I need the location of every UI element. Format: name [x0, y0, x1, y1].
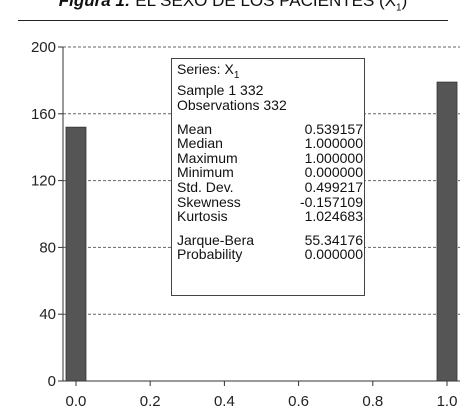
series-subscript: 1 — [233, 69, 240, 81]
stat-row: Kurtosis 1.024683 — [177, 209, 363, 224]
stat-value: 55.34176 — [304, 231, 363, 248]
stat-label: Skewness — [177, 193, 241, 210]
series-line: Series: X1 — [177, 62, 364, 83]
histogram-bar — [65, 126, 87, 382]
title-subscript: 1 — [396, 2, 402, 14]
stat-value: 1.000000 — [304, 149, 363, 166]
stat-value: 1.024683 — [304, 208, 363, 225]
stat-row: Jarque-Bera 55.34176 — [177, 233, 363, 248]
stat-label: Std. Dev. — [177, 178, 234, 195]
y-tick-label: 0 — [48, 373, 56, 390]
title-rule — [18, 20, 448, 21]
y-tick-label: 120 — [31, 173, 56, 190]
stat-label: Minimum — [177, 164, 234, 181]
x-tick-label: 0.6 — [288, 393, 309, 410]
y-tick-label: 80 — [39, 239, 56, 256]
x-tick-label: 1.0 — [437, 393, 458, 410]
stat-label: Maximum — [177, 149, 238, 166]
stats-group-tests: Jarque-Bera 55.34176 Probability 0.000000 — [177, 233, 364, 262]
y-tick-label: 160 — [31, 106, 56, 123]
stat-value: 0.000000 — [304, 246, 363, 263]
stat-label: Kurtosis — [177, 208, 228, 225]
x-tick-label: 0.0 — [66, 393, 87, 410]
observations-line: Observations 332 — [177, 96, 287, 113]
stat-label: Mean — [177, 120, 213, 137]
stat-label: Median — [177, 135, 223, 152]
histogram-bar — [436, 81, 458, 382]
figure-label: Figura 1: — [58, 0, 131, 10]
stat-row: Mean 0.539157 — [177, 120, 363, 137]
chart-title-container: Figura 1: EL SEXO DE LOS PACIENTES (X1) — [0, 0, 466, 16]
x-tick-label: 0.8 — [362, 393, 383, 410]
stat-label: Jarque-Bera — [177, 231, 255, 248]
statistics-box: Series: X1 Sample 1 332 Observations 332… — [171, 58, 365, 296]
title-text: EL SEXO DE LOS PACIENTES (X — [130, 0, 397, 10]
y-tick-label: 200 — [31, 39, 56, 56]
stat-row: Median 1.000000 — [177, 136, 363, 151]
stat-row: Maximum 1.000000 — [177, 151, 363, 166]
stat-value: 0.539157 — [304, 120, 363, 137]
series-label: Series: X — [177, 61, 234, 77]
stat-row: Skewness -0.157109 — [177, 193, 363, 210]
stat-value: 0.499217 — [304, 178, 363, 195]
stat-value: -0.157109 — [299, 193, 363, 210]
stat-row: Probability 0.000000 — [177, 247, 363, 262]
stat-value: 1.000000 — [304, 135, 363, 152]
stats-group-descriptive: Mean 0.539157 Median 1.000000 Maximum 1.00000… — [177, 120, 364, 224]
x-tick-label: 0.2 — [140, 393, 161, 410]
title-suffix: ) — [401, 0, 408, 10]
stat-value: 0.000000 — [304, 164, 363, 181]
sample-line: Sample 1 332 — [177, 82, 264, 99]
chart-title: Figura 1: EL SEXO DE LOS PACIENTES (X1) — [0, 0, 466, 13]
stat-row: Std. Dev. 0.499217 — [177, 180, 363, 195]
stat-label: Probability — [177, 246, 243, 263]
x-tick-label: 0.4 — [214, 393, 235, 410]
y-tick-label: 40 — [39, 306, 56, 323]
stat-row: Minimum 0.000000 — [177, 165, 363, 180]
